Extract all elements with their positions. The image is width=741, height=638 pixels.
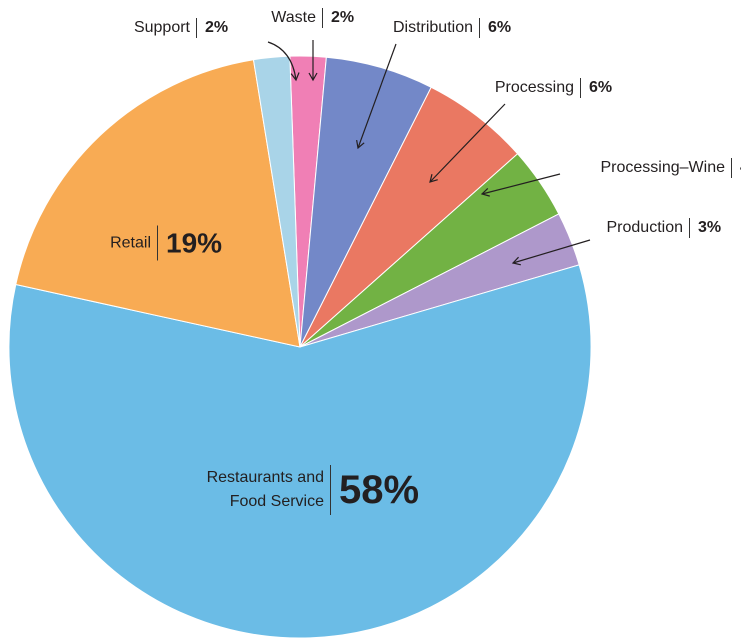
category-label: Support [133, 19, 190, 36]
value-label: 19% [166, 227, 223, 259]
arrow [480, 173, 561, 197]
category-label: Restaurants and Food Service [206, 469, 324, 510]
data-label: Processing–Wine 4% [601, 158, 741, 178]
pie-slice [252, 55, 301, 348]
arrow [356, 43, 397, 150]
value-label: 2% [331, 9, 355, 26]
arrow [511, 239, 591, 266]
arrow [267, 41, 300, 82]
value-label: 4% [732, 158, 741, 178]
value-label: 2% [205, 19, 229, 36]
data-label: Retail 19% [110, 225, 223, 261]
data-label: Waste 2% [271, 8, 355, 28]
data-label: Restaurants and Food Service 58% [207, 465, 420, 515]
arrow [429, 103, 506, 183]
category-label: Retail [110, 234, 151, 251]
data-label: Distribution 6% [393, 18, 512, 38]
category-label: Processing [494, 79, 574, 96]
data-label: Production 3% [607, 218, 722, 238]
value-label: 6% [589, 79, 613, 96]
pie-slice [15, 59, 301, 348]
category-label: Distribution [392, 19, 473, 36]
data-label: Support 2% [134, 18, 229, 38]
value-label: 3% [698, 219, 722, 236]
data-label: Processing 6% [495, 78, 613, 98]
category-label: Processing–Wine [600, 159, 726, 176]
value-label: 6% [488, 19, 512, 36]
category-label: Waste [271, 9, 316, 26]
category-label: Production [606, 219, 684, 236]
value-label: 58% [339, 468, 420, 512]
